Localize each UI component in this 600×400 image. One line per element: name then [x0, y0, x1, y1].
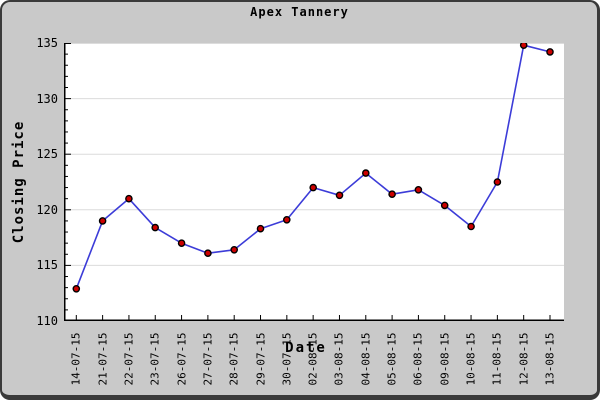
data-point-marker [125, 194, 133, 203]
x-axis-title: Date [285, 340, 327, 356]
x-tick-label: 12-08-15 [517, 332, 531, 386]
y-tick-label: 125 [36, 147, 58, 162]
data-point-marker [519, 43, 528, 49]
x-tick-label: 29-07-15 [254, 332, 268, 386]
data-point-marker [177, 239, 186, 247]
data-point-marker [493, 178, 502, 186]
x-tick-label: 23-07-15 [148, 332, 162, 386]
x-tick-label: 05-08-15 [385, 332, 399, 386]
data-point-marker [256, 224, 265, 233]
x-tick-label: 22-07-15 [122, 332, 136, 386]
x-tick-label: 27-07-15 [201, 332, 215, 386]
y-tick-label: 115 [36, 258, 58, 273]
x-tick-label: 28-07-15 [227, 332, 241, 386]
x-tick-label: 11-08-15 [490, 332, 504, 386]
data-point-marker [361, 169, 370, 177]
price-line [75, 44, 551, 290]
plot-area [64, 43, 564, 321]
y-axis-title: Closing Price [11, 120, 27, 244]
x-tick-label: 21-07-15 [96, 332, 110, 386]
data-point-marker [335, 191, 344, 200]
x-tick-label: 06-08-15 [411, 332, 425, 386]
data-point-marker [309, 183, 317, 192]
x-tick-label: 03-08-15 [332, 332, 346, 386]
x-tick-label: 14-07-15 [69, 332, 83, 386]
x-tick-label: 04-08-15 [359, 332, 373, 386]
data-point-marker [414, 185, 423, 194]
y-tick-label: 120 [36, 202, 58, 217]
y-tick-label: 135 [36, 36, 58, 50]
chart-title: Apex Tannery [250, 5, 349, 19]
data-point-marker [467, 222, 475, 231]
x-tick-label: 09-08-15 [438, 332, 452, 386]
y-tick-label: 110 [36, 314, 58, 328]
data-point-marker [388, 190, 396, 198]
data-point-marker [204, 249, 212, 257]
data-point-marker [151, 223, 159, 232]
data-point-marker [546, 48, 554, 56]
y-tick-label: 130 [36, 91, 58, 106]
data-point-marker [72, 284, 81, 293]
data-point-marker [98, 217, 107, 225]
x-tick-label: 13-08-15 [543, 332, 557, 386]
x-tick-label: 26-07-15 [175, 332, 189, 386]
data-point-marker [282, 215, 291, 224]
data-point-marker [230, 245, 238, 254]
x-tick-label: 10-08-15 [464, 332, 478, 386]
data-point-marker [440, 201, 449, 210]
